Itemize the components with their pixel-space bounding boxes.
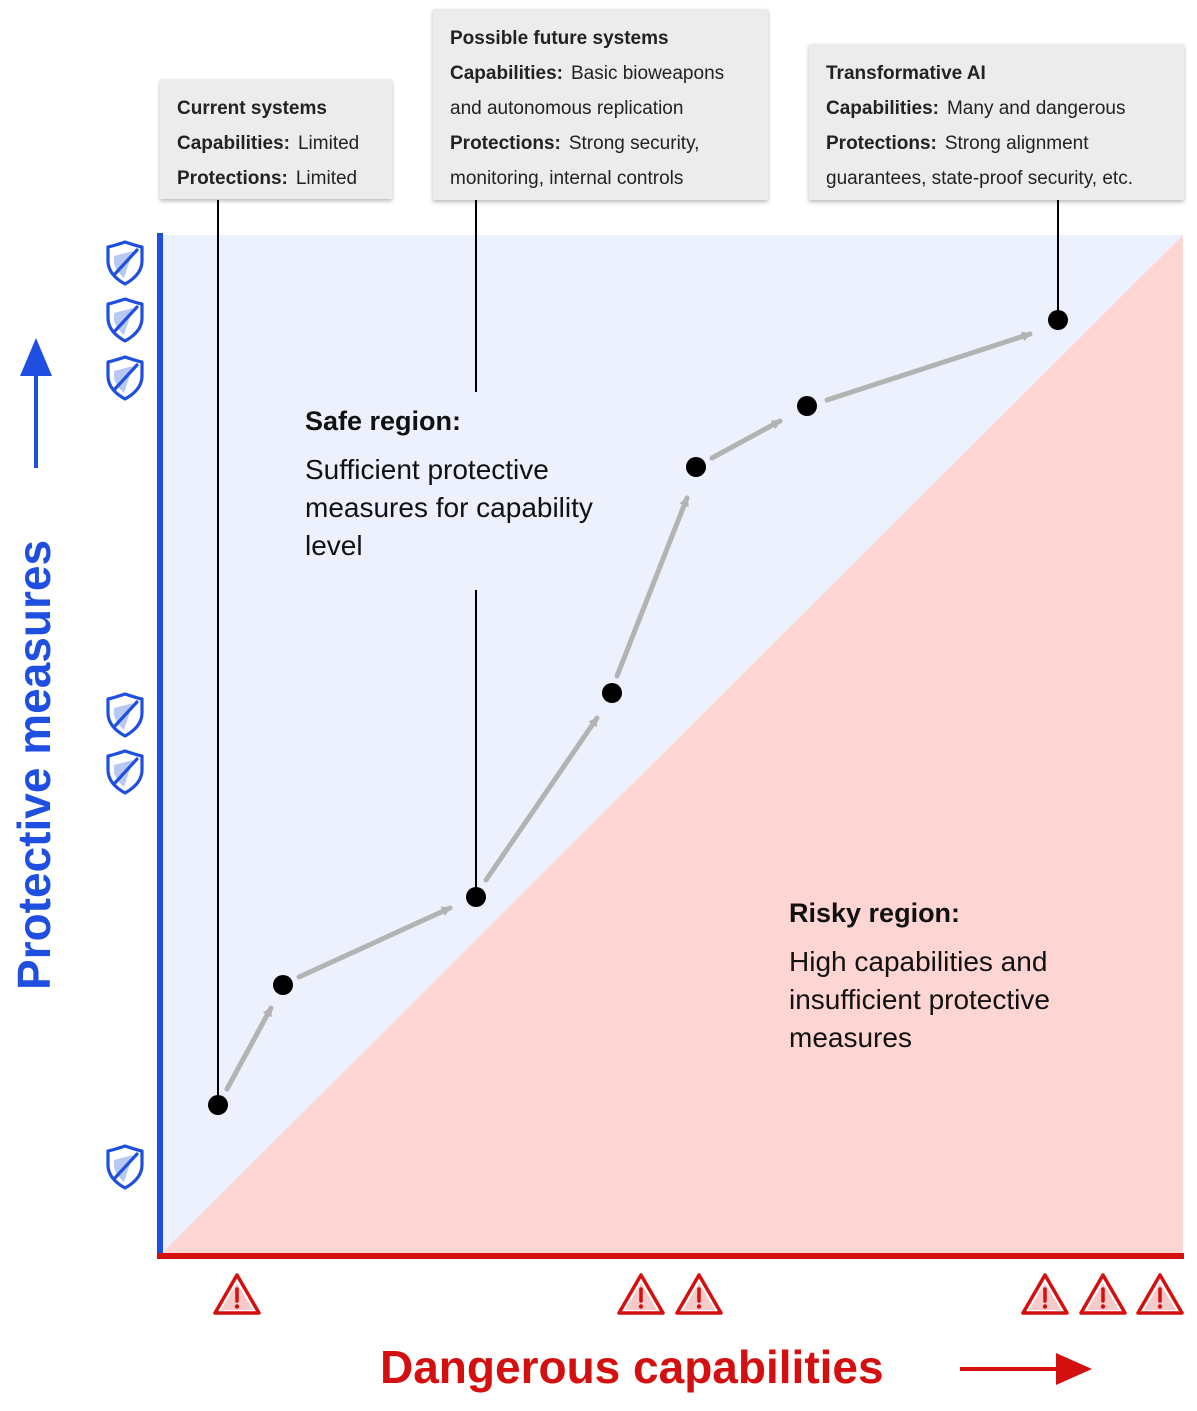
x-axis-direction-arrow	[960, 1353, 1092, 1385]
y-axis-direction-arrow	[20, 338, 52, 468]
warning-triangle-icon	[213, 1273, 261, 1315]
shield-icon	[106, 749, 144, 795]
shield-icon	[106, 240, 144, 286]
system-point	[797, 396, 817, 416]
path-arrow	[296, 905, 453, 980]
callout-transformative-ai: Transformative AI Capabilities: Many and …	[809, 44, 1184, 200]
system-point	[602, 683, 622, 703]
protections-value: Strong alignment guarantees, state-proof…	[826, 133, 1133, 189]
progress-points	[208, 310, 1068, 1115]
shield-icon	[106, 297, 144, 343]
x-axis-label: Dangerous capabilities	[380, 1341, 884, 1393]
shield-icon	[106, 692, 144, 738]
callout-current-systems: Current systems Capabilities: Limited Pro…	[160, 79, 392, 199]
shield-icon	[106, 355, 144, 401]
y-axis-shields	[106, 240, 144, 1190]
capabilities-label: Capabilities:	[177, 133, 290, 154]
y-axis-label: Protective measures	[8, 539, 60, 990]
safe-region-description: Sufficient protective measures for capab…	[305, 454, 593, 561]
shield-icon	[106, 1144, 144, 1190]
warning-triangle-icon	[1079, 1273, 1127, 1315]
protections-label: Protections:	[826, 133, 937, 154]
capabilities-label: Capabilities:	[450, 63, 563, 84]
capabilities-value: Many and dangerous	[946, 98, 1126, 119]
risky-region-description: High capabilities and insufficient prote…	[789, 946, 1050, 1053]
protections-label: Protections:	[450, 133, 561, 154]
warning-triangle-icon	[675, 1273, 723, 1315]
system-point	[466, 887, 486, 907]
risky-region-title: Risky region:	[789, 898, 961, 928]
warning-triangle-icon	[617, 1273, 665, 1315]
progress-path	[224, 331, 1033, 1092]
capabilities-label: Capabilities:	[826, 98, 939, 119]
safe-region-label: Safe region: Sufficient protective measu…	[305, 406, 635, 565]
path-arrow	[614, 495, 690, 679]
path-arrow	[824, 331, 1033, 403]
capabilities-value: Basic bioweapons and autonomous replicat…	[450, 63, 725, 119]
path-arrow	[224, 1005, 274, 1092]
callout-title: Possible future systems	[450, 28, 669, 49]
protections-label: Protections:	[177, 168, 288, 189]
path-arrow	[709, 418, 783, 461]
system-point	[686, 457, 706, 477]
system-point	[208, 1095, 228, 1115]
risky-region-area	[160, 235, 1183, 1255]
path-arrow	[483, 715, 600, 883]
protections-value: Limited	[295, 168, 358, 189]
warning-triangle-icon	[1136, 1273, 1184, 1315]
callout-possible-future-systems: Possible future systems Capabilities: Bas…	[433, 9, 768, 200]
warning-triangle-icon	[1021, 1273, 1069, 1315]
x-axis-warnings	[213, 1273, 1184, 1315]
system-point	[1048, 310, 1068, 330]
system-point	[273, 975, 293, 995]
protections-value: Strong security, monitoring, internal co…	[450, 133, 700, 189]
risky-region-label: Risky region: High capabilities and insu…	[789, 898, 1119, 1057]
capabilities-value: Limited	[297, 133, 360, 154]
callout-title: Transformative AI	[826, 63, 986, 84]
callout-title: Current systems	[177, 98, 327, 119]
safe-region-title: Safe region:	[305, 406, 462, 436]
